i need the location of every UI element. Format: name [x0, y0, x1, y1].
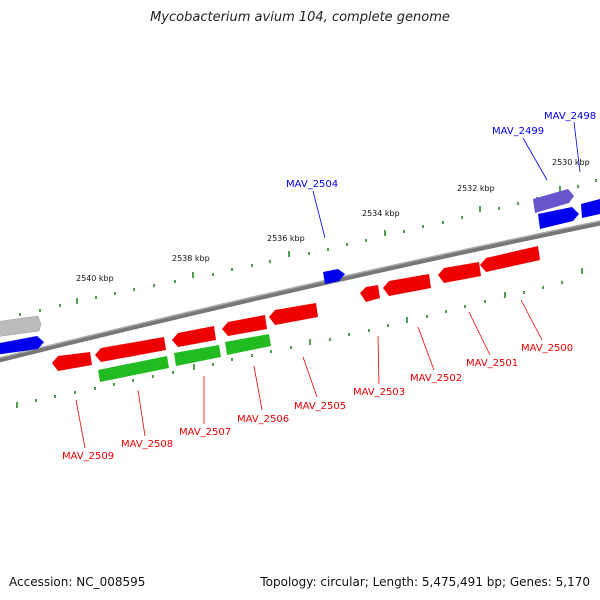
gene-arrow-reverse: [95, 337, 166, 362]
gene-arrow-reverse: [360, 285, 380, 302]
reverse-features: [52, 246, 540, 382]
rna-arrow-reverse: [98, 356, 169, 382]
scale-label: 2534 kbp: [362, 209, 400, 218]
scale-label: 2536 kbp: [267, 234, 305, 243]
scale-label: 2530 kbp: [552, 158, 590, 167]
gene-label[interactable]: MAV_2499: [492, 126, 544, 137]
scale-label: 2538 kbp: [172, 254, 210, 263]
gene-arrow-reverse: [222, 315, 267, 336]
accession-text: Accession: NC_008595: [9, 575, 146, 589]
gene-arrow-reverse: [480, 246, 540, 272]
gene-arrow-forward: [0, 336, 44, 355]
gene-arrow-reverse: [438, 262, 481, 283]
genome-backbone: [0, 220, 600, 363]
gene-label[interactable]: MAV_2507: [179, 427, 231, 438]
gene-label[interactable]: MAV_2498: [544, 111, 596, 122]
scale-label: 2532 kbp: [457, 184, 495, 193]
rna-arrow-reverse: [174, 345, 221, 366]
gene-label[interactable]: MAV_2502: [410, 373, 462, 384]
gene-label[interactable]: MAV_2501: [466, 358, 518, 369]
gene-arrow-forward: [323, 269, 345, 284]
inner-tick-ring: [16, 268, 583, 408]
gene-arrow-reverse: [52, 352, 92, 371]
gene-label[interactable]: MAV_2508: [121, 439, 173, 450]
label-leader-lines: [75, 121, 581, 449]
feature-grey: [0, 315, 42, 337]
map-title: Mycobacterium avium 104, complete genome: [150, 10, 450, 25]
genome-stats-text: Topology: circular; Length: 5,475,491 bp…: [260, 575, 590, 589]
gene-arrow-reverse: [269, 303, 318, 325]
gene-label[interactable]: MAV_2500: [521, 343, 573, 354]
rna-arrow-forward: [533, 189, 574, 213]
rna-arrow-reverse: [225, 334, 271, 355]
gene-label[interactable]: MAV_2506: [237, 414, 289, 425]
gene-label[interactable]: MAV_2509: [62, 451, 114, 462]
outer-tick-ring: [19, 179, 597, 316]
gene-label[interactable]: MAV_2505: [294, 401, 346, 412]
gene-arrow-forward: [538, 207, 579, 229]
gene-arrow-reverse: [172, 326, 216, 347]
scale-label: 2540 kbp: [76, 274, 114, 283]
gene-arrow-reverse: [383, 274, 431, 296]
gene-arrow-forward: [581, 199, 600, 218]
gene-label[interactable]: MAV_2503: [353, 387, 405, 398]
forward-features: [0, 189, 600, 355]
gene-label[interactable]: MAV_2504: [286, 179, 338, 190]
